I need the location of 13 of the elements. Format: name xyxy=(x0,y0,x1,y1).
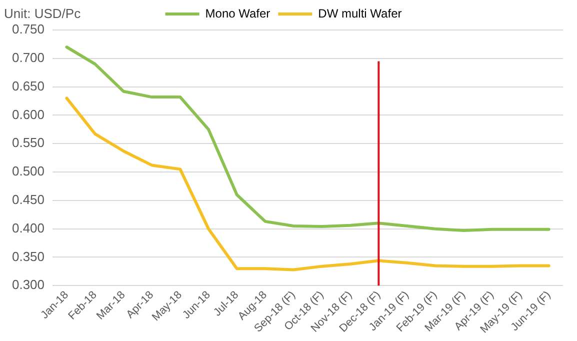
y-tick-label: 0.550 xyxy=(12,135,45,150)
y-tick-label: 0.600 xyxy=(12,106,45,122)
y-tick-label: 0.450 xyxy=(12,192,45,208)
y-axis-title: Unit: USD/Pc xyxy=(4,6,82,22)
y-tick-label: 0.750 xyxy=(12,22,45,37)
y-tick-label: 0.300 xyxy=(12,277,45,292)
y-tick-label: 0.500 xyxy=(12,164,45,179)
y-tick-label: 0.650 xyxy=(12,78,45,94)
legend-label: Mono Wafer xyxy=(205,6,270,20)
y-tick-label: 0.350 xyxy=(12,248,45,264)
legend-label: DW multi Wafer xyxy=(318,6,402,20)
y-tick-label: 0.400 xyxy=(12,220,45,236)
y-tick-label: 0.700 xyxy=(12,50,45,65)
